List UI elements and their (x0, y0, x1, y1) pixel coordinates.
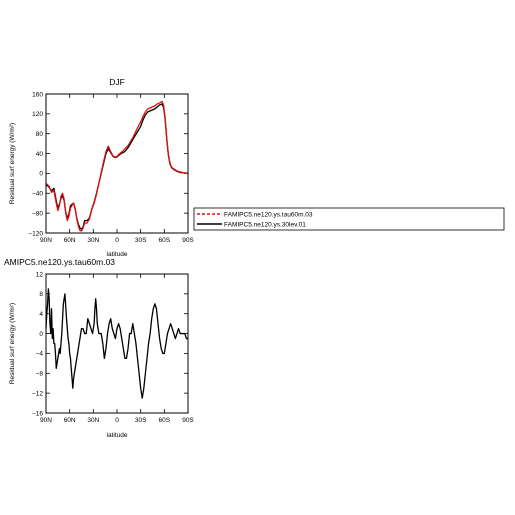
y-tick-label: −120 (28, 230, 43, 237)
x-tick-label: 0 (115, 417, 119, 424)
panel-title: DJF (109, 77, 125, 87)
x-tick-label: 30S (135, 237, 147, 244)
series-lines (45, 100, 189, 232)
y-axis-label: Residual surf energy (W/m²) (9, 123, 16, 204)
plot-frame (45, 273, 189, 414)
plot-frame (45, 93, 189, 234)
panel-title: AMIPC5.ne120.ys.tau60m.03 (4, 257, 115, 267)
y-tick-label: −80 (32, 210, 43, 217)
y-tick-label: 40 (36, 151, 44, 158)
y-tick-label: 0 (39, 171, 43, 178)
x-tick-label: 60S (159, 417, 171, 424)
y-tick-label: 4 (39, 311, 43, 318)
y-tick-label: 12 (36, 271, 44, 278)
x-tick-label: 30S (135, 417, 147, 424)
y-tick-label: 120 (32, 111, 43, 118)
x-axis-label: latitude (107, 251, 128, 258)
x-tick-label: 60N (64, 237, 76, 244)
y-axis-label: Residual surf energy (W/m²) (9, 303, 16, 384)
panel-difference: AMIPC5.ne120.ys.tau60m.03 −16 −12 −8 −4 0 4 8 1… (4, 257, 194, 439)
panel-djf: DJF −120 −80 −40 0 40 80 120 160 90N 60N 30N 0 30S 6… (9, 77, 194, 258)
legend-entry-red: FAMIPC5.ne120.ys.tau60m.03 (224, 212, 313, 219)
y-tick-label: −16 (32, 410, 43, 417)
series-line-black (45, 288, 188, 399)
x-ticks: 90N 60N 30N 0 30S 60S 90S (40, 94, 194, 244)
x-tick-label: 60S (159, 237, 171, 244)
x-tick-label: 30N (87, 237, 99, 244)
x-tick-label: 90S (182, 417, 194, 424)
series-line-red (45, 100, 189, 232)
y-tick-label: 80 (36, 131, 44, 138)
y-tick-label: −4 (36, 351, 44, 358)
legend: FAMIPC5.ne120.ys.tau60m.03 FAMIPC5.ne120… (193, 207, 505, 231)
x-axis-label: latitude (107, 432, 128, 439)
y-ticks: −120 −80 −40 0 40 80 120 160 (28, 91, 188, 237)
y-tick-label: 160 (32, 91, 43, 98)
y-ticks: −16 −12 −8 −4 0 4 8 12 (32, 271, 188, 417)
x-tick-label: 90N (40, 237, 52, 244)
y-tick-label: 0 (39, 331, 43, 338)
legend-box (193, 207, 505, 231)
x-tick-label: 90S (182, 237, 194, 244)
y-tick-label: −8 (36, 371, 44, 378)
x-tick-label: 90N (40, 417, 52, 424)
x-tick-label: 0 (115, 237, 119, 244)
x-tick-label: 30N (87, 417, 99, 424)
y-tick-label: −40 (32, 191, 43, 198)
series-line-black (45, 103, 189, 230)
legend-entry-black: FAMIPC5.ne120.ys.30lev.01 (224, 222, 306, 229)
x-ticks: 90N 60N 30N 0 30S 60S 90S (40, 274, 194, 424)
y-tick-label: −12 (32, 390, 43, 397)
y-tick-label: 8 (39, 291, 43, 298)
series-lines (45, 288, 188, 399)
x-tick-label: 60N (64, 417, 76, 424)
